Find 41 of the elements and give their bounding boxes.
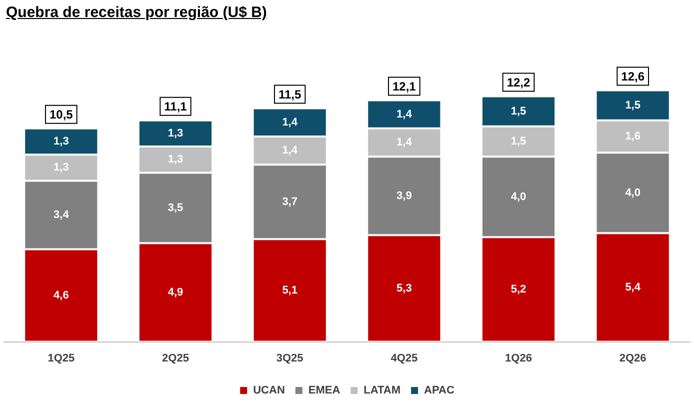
total-label: 12,2 (506, 76, 530, 90)
data-label: 5,3 (396, 282, 412, 294)
data-label: 5,1 (282, 284, 298, 297)
x-tick-label: 2Q26 (619, 352, 646, 364)
legend-label: UCAN (253, 384, 285, 397)
x-tick-label: 4Q25 (390, 352, 418, 364)
data-label: 1,3 (168, 154, 184, 166)
legend-label: LATAM (364, 384, 401, 397)
data-label: 1,5 (510, 136, 526, 148)
data-label: 1,5 (510, 105, 526, 118)
data-label: 4,9 (168, 286, 184, 299)
data-label: 3,7 (282, 196, 298, 208)
x-tick-label: 1Q26 (505, 352, 532, 364)
data-label: 4,0 (510, 190, 526, 203)
legend-label: APAC (424, 384, 454, 397)
data-label: 1,3 (168, 128, 184, 140)
data-label: 3,4 (54, 209, 70, 222)
data-label: 4,0 (625, 186, 640, 199)
x-tick-label: 2Q25 (162, 352, 189, 364)
data-label: 3,9 (396, 190, 412, 202)
total-label: 10,5 (49, 108, 74, 122)
total-label: 11,1 (164, 100, 188, 114)
data-label: 1,3 (54, 162, 69, 174)
data-label: 5,4 (625, 281, 642, 294)
total-label: 12,6 (621, 70, 645, 84)
data-label: 1,4 (396, 108, 413, 120)
data-label: 1,6 (625, 130, 640, 143)
data-label: 5,2 (510, 283, 526, 296)
data-label: 1,3 (54, 136, 69, 148)
data-label: 1,4 (282, 116, 298, 128)
x-tick-label: 3Q25 (276, 352, 304, 364)
total-label: 11,5 (278, 88, 302, 102)
total-label: 12,1 (392, 80, 416, 94)
data-label: 4,6 (54, 290, 69, 302)
legend-label: EMEA (308, 384, 340, 397)
chart-title: Quebra de receitas por região (U$ B) (5, 3, 268, 23)
data-label: 1,5 (625, 99, 640, 112)
data-label: 1,4 (282, 144, 298, 157)
data-label: 3,5 (168, 202, 184, 214)
x-tick-label: 1Q25 (48, 352, 75, 364)
data-label: 1,4 (396, 136, 413, 149)
